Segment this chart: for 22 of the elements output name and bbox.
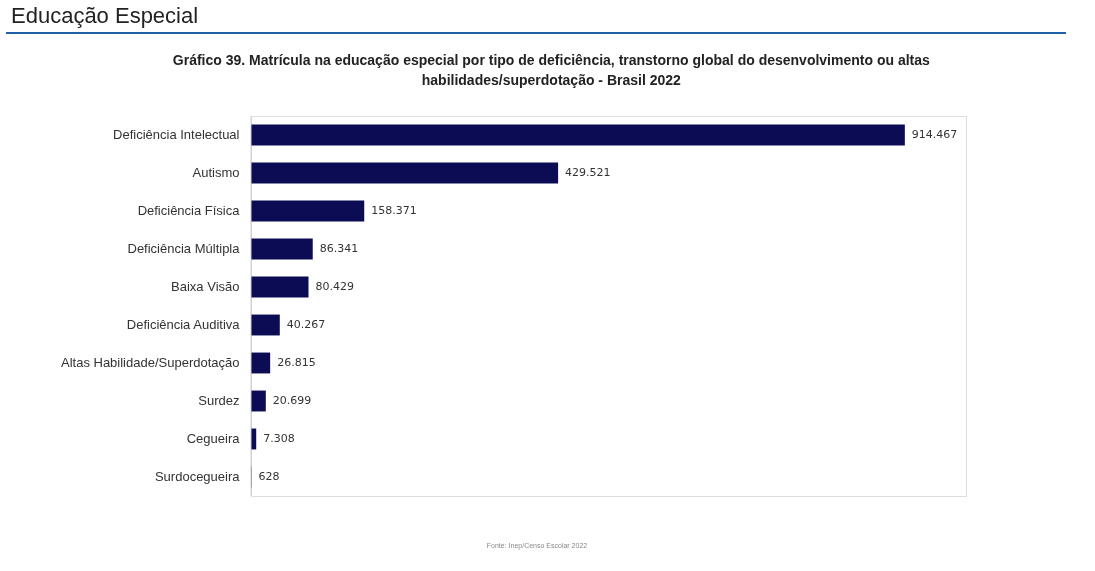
y-tick-label: Deficiência Intelectual [113,127,240,142]
data-label: 914.467 [911,128,958,141]
chart-title: Gráfico 39. Matrícula na educação especial por tipo de deficiência, transtorno global do desenvolvimento ou altas habilidades/superdotação - Brasil 2022 [172,52,930,88]
data-label: 158.371 [371,204,417,217]
y-tick-label: Deficiência Auditiva [126,317,241,332]
y-tick-label: Baixa Visão [171,279,240,294]
text: Educação Especial [11,3,199,28]
y-tick-label: Altas Habilidade/Superdotação [60,355,240,370]
data-label: 429.521 [565,166,611,179]
y-tick-label: Deficiência Física [137,203,241,218]
data-label: 20.699 [272,394,312,407]
y-tick-label: Surdez [198,393,240,408]
data-label: 26.815 [277,356,316,369]
data-label: 40.267 [286,318,326,331]
data-label: 86.341 [319,242,359,255]
y-tick-label: Deficiência Múltipla [127,241,241,256]
data-label: 628 [258,470,280,483]
y-tick-label: Surdocegueira [154,469,241,484]
data-label: 7.308 [263,432,295,445]
y-tick-label: Autismo [192,165,240,180]
data-label: 80.429 [315,280,355,293]
y-tick-label: Cegueira [186,431,241,446]
